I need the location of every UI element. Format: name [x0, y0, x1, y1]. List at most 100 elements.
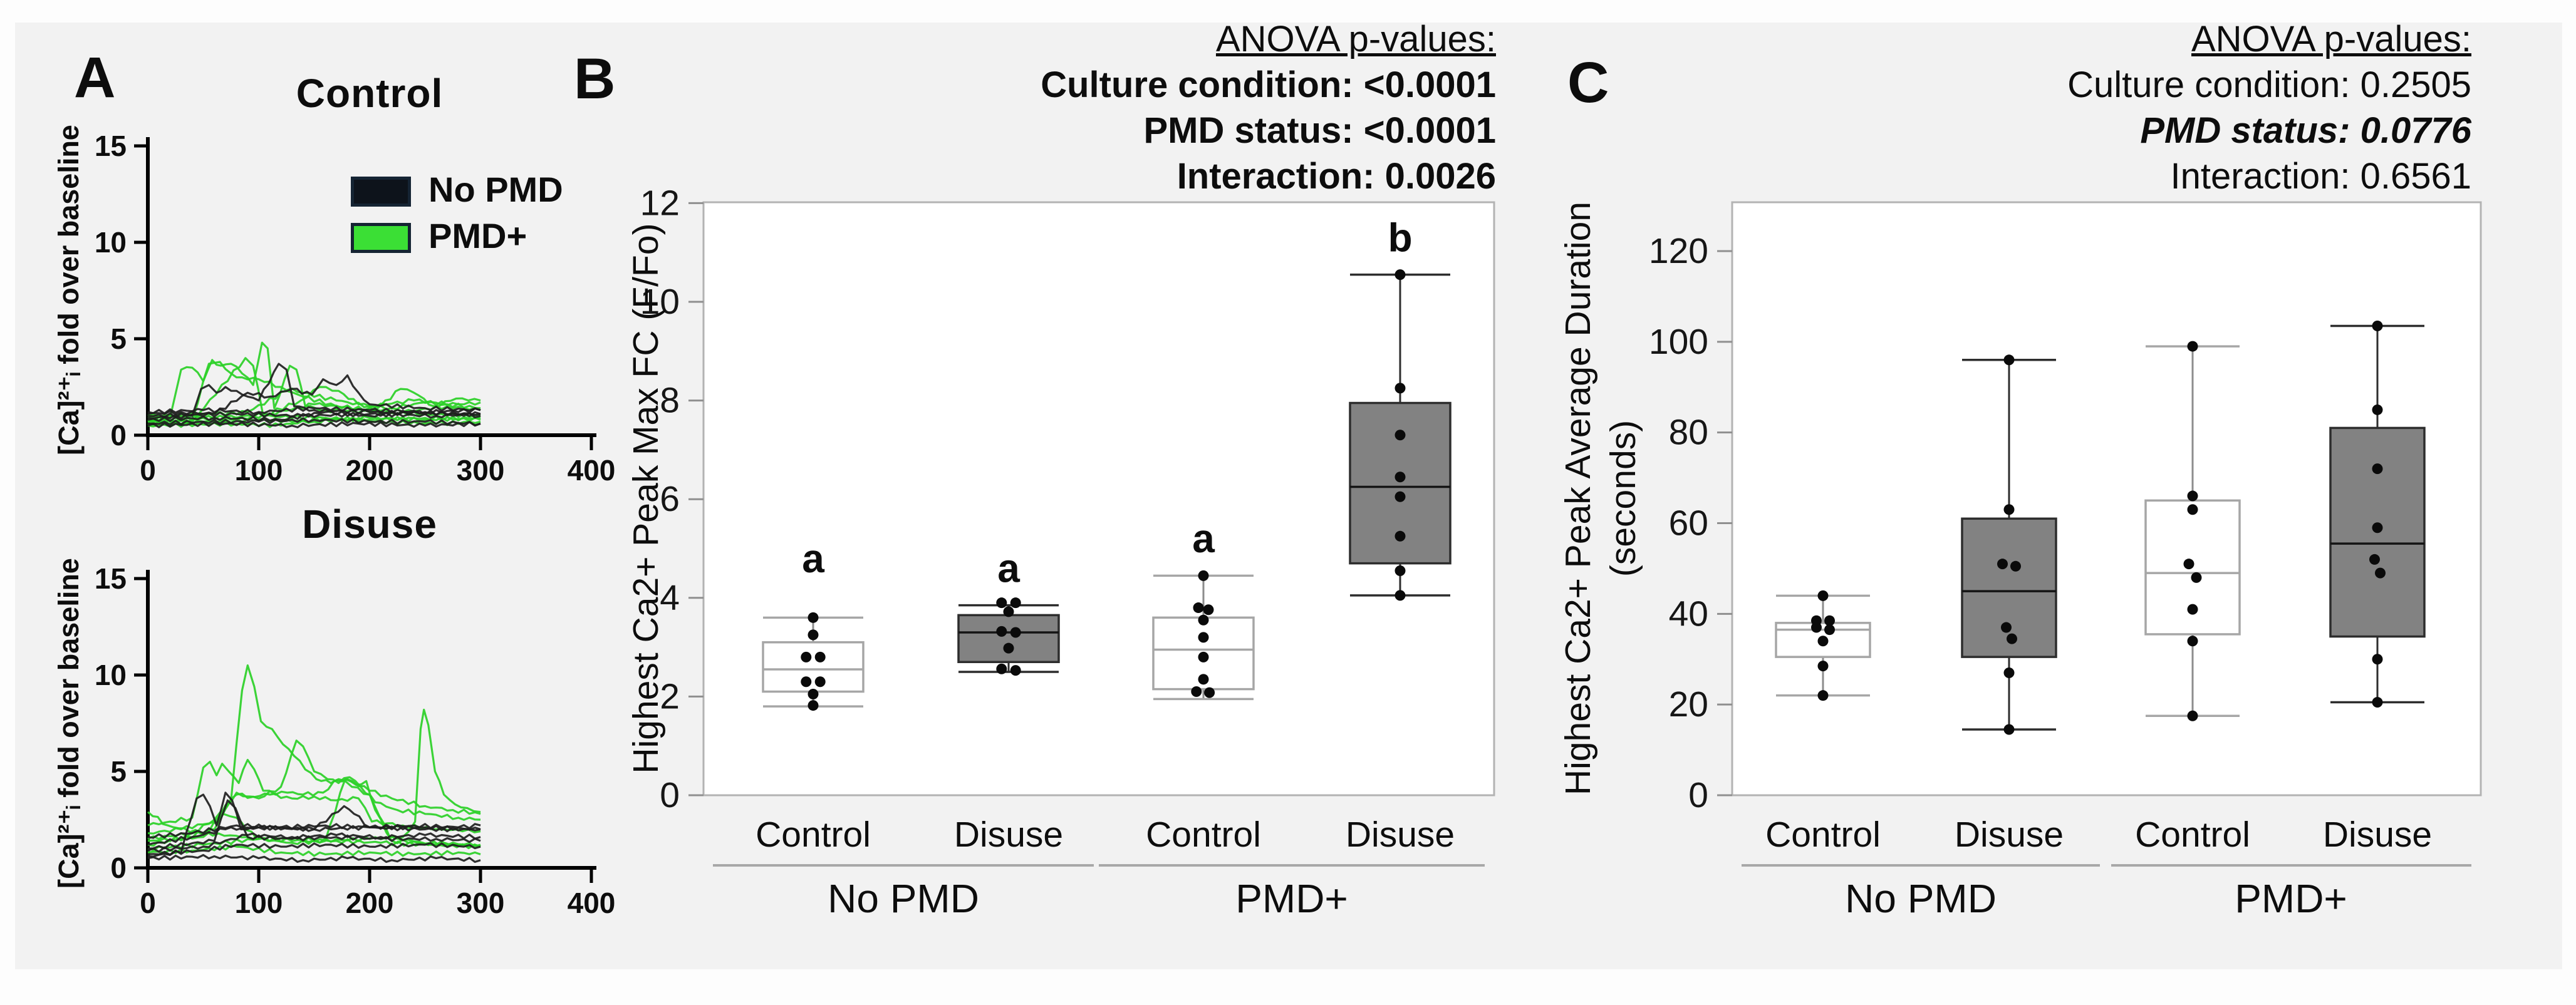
panel-label-a: A: [74, 46, 116, 110]
panel-c-anova-block: ANOVA p-values: Culture condition: 0.250…: [2067, 16, 2471, 199]
c-data-point: [1824, 615, 1835, 626]
panel-label-b: B: [574, 47, 616, 111]
panel-b-category-control-1: Control: [756, 815, 871, 855]
c-data-point: [2372, 404, 2383, 415]
b-significance-letter: a: [802, 536, 824, 581]
panel-b-group-label-pmd: PMD+: [1235, 876, 1348, 921]
b-data-point: [814, 676, 826, 688]
c-data-point: [2003, 354, 2015, 366]
b-data-point: [808, 700, 819, 711]
c-data-point: [2372, 522, 2383, 533]
panel-c-anova-line-pmd: PMD status: 0.0776: [2140, 110, 2471, 151]
panel-b-category-control-2: Control: [1146, 815, 1261, 855]
a-trace-no-pmd: [147, 406, 481, 415]
a-trace-no-pmd: [147, 823, 481, 839]
c-data-point: [2003, 504, 2015, 515]
a-y-tick-label: 15: [95, 130, 127, 162]
panel-b-anova-block: ANOVA p-values: Culture condition: <0.00…: [1041, 16, 1496, 199]
panel-c-category-disuse-1: Disuse: [1954, 815, 2064, 855]
b-data-point: [1394, 269, 1406, 281]
a-y-tick-label: 0: [110, 419, 127, 451]
b-data-point: [1394, 530, 1406, 542]
b-data-point: [1394, 430, 1406, 441]
c-data-point: [2187, 604, 2198, 615]
legend-label-no-pmd: No PMD: [428, 170, 563, 209]
b-data-point: [1394, 590, 1406, 601]
panel-b-anova-heading: ANOVA p-values:: [1215, 19, 1496, 59]
panel-c-y-axis-label-line1: Highest Ca2+ Peak Average Duration: [1558, 202, 1598, 795]
a-trace-no-pmd: [147, 421, 481, 428]
c-data-point: [2372, 463, 2383, 475]
a-trace-no-pmd: [147, 410, 481, 423]
b-data-point: [1394, 383, 1406, 394]
c-data-point: [1817, 690, 1829, 701]
b-y-tick-label: 10: [640, 282, 680, 322]
b-data-point: [808, 629, 819, 641]
panel-b-anova-line-pmd: PMD status: <0.0001: [1143, 110, 1496, 151]
b-data-point: [1010, 665, 1021, 676]
c-data-point: [2010, 560, 2021, 572]
b-y-tick-label: 0: [660, 775, 680, 815]
c-y-tick-label: 80: [1669, 413, 1708, 453]
b-box-nopmd-disuse: [957, 614, 1060, 663]
b-data-point: [1198, 570, 1209, 581]
c-y-tick-label: 20: [1669, 684, 1708, 724]
a-x-tick-label: 300: [457, 887, 505, 919]
panel-c-group-label-pmd: PMD+: [2235, 876, 2347, 921]
c-data-point: [2372, 320, 2383, 331]
legend-swatch-pmd: [351, 223, 411, 253]
b-box-nopmd-control: [762, 641, 865, 693]
c-data-point: [1817, 636, 1829, 647]
a-x-tick-label: 0: [140, 887, 156, 919]
c-data-point: [2187, 710, 2198, 721]
b-data-point: [808, 612, 819, 623]
c-data-point: [1824, 624, 1835, 636]
disuse-y-axis-label: [Ca]²⁺ᵢ fold over baseline: [53, 558, 85, 889]
panel-b-category-disuse-1: Disuse: [953, 815, 1064, 855]
b-data-point: [1203, 604, 1214, 616]
c-data-point: [2003, 667, 2015, 678]
b-data-point: [996, 663, 1007, 674]
control-plot-title: Control: [296, 71, 444, 116]
panel-c-anova-heading: ANOVA p-values:: [2191, 19, 2471, 59]
a-x-tick-label: 400: [568, 454, 616, 487]
a-y-tick-label: 15: [95, 562, 127, 595]
a-trace-no-pmd: [147, 832, 481, 853]
c-box-nopmd-disuse: [1961, 517, 2057, 658]
b-y-tick-label: 8: [660, 381, 680, 421]
b-significance-letter: a: [997, 546, 1020, 591]
c-data-point: [2187, 490, 2198, 502]
panel-b-y-axis-label: Highest Ca2+ Peak Max FC (F/Fo): [626, 223, 666, 774]
a-y-tick-label: 0: [110, 852, 127, 884]
b-significance-letter: b: [1388, 215, 1412, 260]
c-data-point: [2187, 636, 2198, 647]
a-trace-no-pmd: [147, 374, 481, 416]
panel-c-group-label-no-pmd: No PMD: [1845, 876, 1997, 921]
a-y-tick-label: 10: [95, 659, 127, 691]
c-data-point: [1811, 622, 1822, 633]
panel-b-anova-line-interaction: Interaction: 0.0026: [1176, 156, 1496, 197]
a-trace-pmd: [147, 664, 481, 847]
b-data-point: [1003, 606, 1014, 617]
b-data-point: [1198, 632, 1209, 643]
b-data-point: [996, 597, 1007, 609]
c-data-point: [2187, 341, 2198, 352]
b-y-tick-label: 4: [660, 578, 680, 618]
c-data-point: [1817, 661, 1829, 672]
c-data-point: [2001, 622, 2012, 633]
panel-c-anova-line-culture: Culture condition: 0.2505: [2067, 64, 2471, 105]
panel-c-category-disuse-2: Disuse: [2322, 815, 2433, 855]
b-data-point: [801, 676, 812, 688]
b-data-point: [801, 651, 812, 662]
panel-c-anova-line-interaction: Interaction: 0.6561: [2170, 156, 2471, 197]
c-y-tick-label: 40: [1669, 594, 1708, 634]
b-data-point: [1204, 687, 1215, 698]
a-trace-no-pmd: [147, 805, 481, 846]
a-y-tick-label: 10: [95, 226, 127, 259]
c-data-point: [2372, 654, 2383, 665]
b-data-point: [1198, 614, 1209, 626]
a-x-tick-label: 300: [457, 454, 505, 487]
a-trace-no-pmd: [147, 853, 481, 863]
c-data-point: [2183, 559, 2194, 570]
b-data-point: [1193, 602, 1204, 614]
